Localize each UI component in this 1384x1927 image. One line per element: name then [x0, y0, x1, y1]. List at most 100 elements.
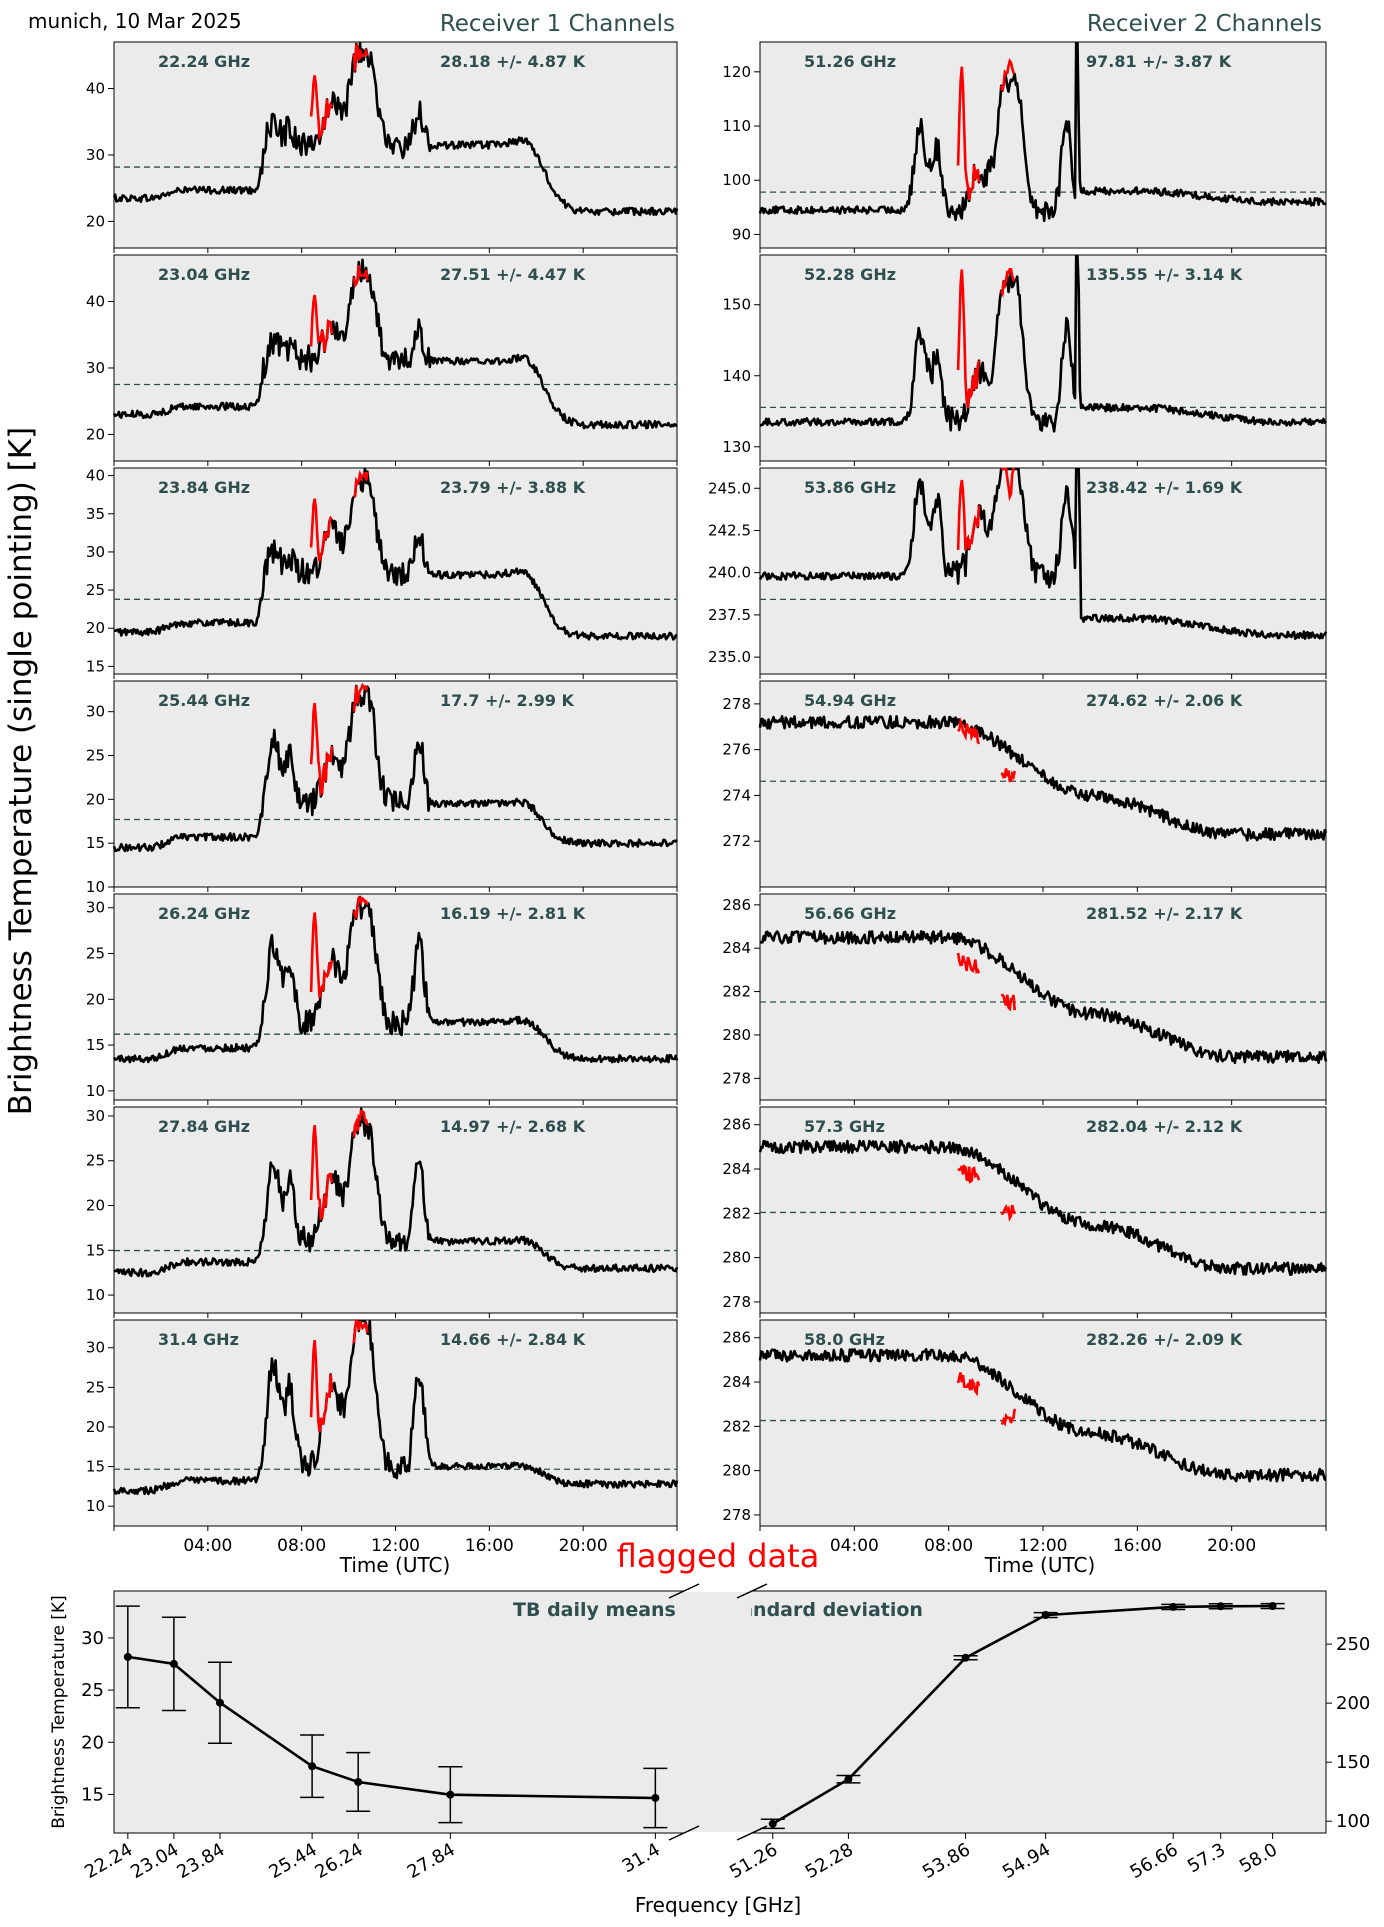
summary-chart: TB daily means +/- standard deviationBri…: [49, 1583, 1370, 1917]
y-tick-label: 30: [86, 1339, 105, 1357]
y-tick-label: 20: [86, 990, 105, 1008]
panel-frame: [113, 1106, 678, 1314]
channel-frequency-label: 31.4 GHz: [158, 1330, 239, 1349]
tb-series-line: [758, 41, 1327, 223]
x-tick-label: 12:00: [1019, 1536, 1068, 1556]
y-tick-label: 15: [86, 657, 105, 675]
channel-frequency-label: 27.84 GHz: [158, 1117, 250, 1136]
tb-series-line: [758, 1348, 1327, 1483]
mean-point: [651, 1793, 660, 1802]
y-tick-label: 280: [722, 1462, 751, 1480]
channel-panel: 10 15 20 25 30 27.84 GHz 14.97 +/- 2.68 K: [86, 1106, 679, 1318]
x-tick-label: 51.26: [726, 1839, 781, 1883]
channel-stats-label: 97.81 +/- 3.87 K: [1086, 52, 1232, 71]
channel-frequency-label: 52.28 GHz: [804, 265, 896, 284]
y-tick-label: 25: [81, 1680, 104, 1701]
channel-panel: 10 15 20 25 30 26.24 GHz 16.19 +/- 2.81 K: [86, 893, 679, 1105]
y-tick-label: 30: [86, 703, 105, 721]
channel-panel: 235.0 237.5 240.0 242.5 245.0 53.86 GHz 238.42…: [708, 467, 1328, 679]
mean-point: [123, 1652, 132, 1661]
y-tick-label: 242.5: [708, 521, 751, 539]
channel-stats-label: 16.19 +/- 2.81 K: [440, 904, 586, 923]
y-tick-label: 25: [86, 581, 105, 599]
x-tick-label: 04:00: [830, 1536, 879, 1556]
location-date-label: munich, 10 Mar 2025: [28, 9, 242, 33]
x-tick-label: 25.44: [265, 1839, 320, 1883]
y-tick-label: 15: [86, 1036, 105, 1054]
mean-point: [1041, 1611, 1050, 1620]
y-tick-label: 25: [86, 1152, 105, 1170]
flagged-segment: [309, 702, 334, 797]
x-tick-label: 52.28: [802, 1839, 857, 1883]
y-tick-label: 240.0: [708, 564, 751, 582]
flagged-segment: [352, 896, 369, 919]
flagged-segment: [1001, 1204, 1016, 1222]
mean-point: [446, 1790, 455, 1799]
x-tick-label: 20:00: [559, 1536, 608, 1556]
flagged-segment: [956, 269, 981, 408]
channel-frequency-label: 23.04 GHz: [158, 265, 250, 284]
receiver1-title: Receiver 1 Channels: [440, 11, 675, 37]
y-tick-label: 30: [86, 1107, 105, 1125]
y-tick-label: 150: [1336, 1752, 1370, 1773]
x-tick-label: 58.0: [1236, 1839, 1281, 1877]
tb-series-line: [113, 467, 678, 641]
y-tick-label: 278: [722, 1506, 751, 1524]
x-tick-label: 23.04: [127, 1839, 182, 1883]
flagged-segment: [309, 498, 333, 562]
y-tick-label: 10: [86, 878, 105, 896]
x-tick-label: 54.94: [999, 1839, 1054, 1883]
y-tick-label: 15: [86, 1458, 105, 1476]
flagged-segment: [352, 44, 369, 72]
x-tick-label: 57.3: [1184, 1839, 1229, 1877]
channel-panels: 20 30 40 22.24 GHz 28.18 +/- 4.87 K 20 30 40 23.…: [86, 41, 1328, 1556]
axis-break-mark: [668, 1583, 700, 1599]
y-tick-label: 30: [86, 899, 105, 917]
channel-stats-label: 282.26 +/- 2.09 K: [1086, 1330, 1243, 1349]
channel-stats-label: 238.42 +/- 1.69 K: [1086, 478, 1243, 497]
flagged-segment: [999, 58, 1016, 91]
channel-panel: 20 30 40 22.24 GHz 28.18 +/- 4.87 K: [86, 41, 679, 253]
channel-stats-label: 27.51 +/- 4.47 K: [440, 265, 586, 284]
x-tick-label: 04:00: [183, 1536, 232, 1556]
flagged-segment: [309, 294, 334, 353]
y-tick-label: 25: [86, 945, 105, 963]
y-tick-label: 15: [86, 1241, 105, 1259]
x-tick-label: 20:00: [1207, 1536, 1256, 1556]
flagged-data-legend: flagged data: [617, 1537, 820, 1575]
tb-series-line: [113, 1107, 679, 1278]
flagged-segment: [309, 1339, 334, 1432]
y-tick-label: 10: [86, 1082, 105, 1100]
mean-point: [308, 1762, 317, 1771]
x-tick-label: 22.24: [81, 1839, 136, 1883]
y-tick-label: 100: [1336, 1811, 1370, 1832]
y-tick-label: 286: [722, 1116, 751, 1134]
y-tick-label: 15: [86, 834, 105, 852]
y-tick-label: 282: [722, 1417, 751, 1435]
flagged-segment: [352, 682, 369, 712]
y-tick-label: 25: [86, 1378, 105, 1396]
tb-series-line: [758, 714, 1328, 842]
channel-frequency-label: 51.26 GHz: [804, 52, 896, 71]
x-tick-label: 16:00: [1113, 1536, 1162, 1556]
channel-frequency-label: 22.24 GHz: [158, 52, 250, 71]
y-tick-label: 284: [722, 1373, 751, 1391]
y-tick-label: 274: [722, 786, 751, 804]
x-tick-label: 31.4: [619, 1839, 664, 1877]
mean-point: [961, 1653, 970, 1662]
flagged-segment: [957, 716, 981, 745]
tb-series-line: [112, 895, 679, 1064]
x-tick-label: 26.24: [312, 1839, 367, 1883]
mean-point: [844, 1775, 853, 1784]
flagged-segment: [956, 479, 981, 551]
channel-frequency-label: 25.44 GHz: [158, 691, 250, 710]
channel-panel: 20 30 40 23.04 GHz 27.51 +/- 4.47 K: [86, 254, 678, 466]
panel-frame: [113, 1319, 678, 1527]
channel-panel: 278 280 282 284 286 04:00 08:00 12:00 16:00 20:00…: [722, 1319, 1327, 1556]
y-tick-label: 245.0: [708, 479, 751, 497]
y-tick-label: 282: [722, 983, 751, 1001]
flagged-segment: [956, 66, 981, 201]
y-tick-label: 25: [86, 747, 105, 765]
time-xlabel-right: Time (UTC): [984, 1553, 1096, 1577]
